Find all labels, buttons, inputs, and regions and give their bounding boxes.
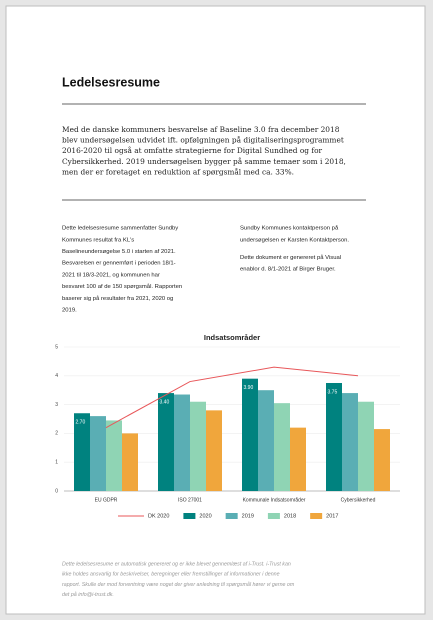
right-column-line: enablor d. 8/1-2021 af Birger Bruger. bbox=[240, 267, 336, 273]
doc-title: Ledelsesresume bbox=[62, 75, 160, 89]
legend-swatch bbox=[183, 513, 196, 519]
value-label: 2.70 bbox=[76, 420, 86, 426]
y-tick-label: 3 bbox=[55, 402, 58, 408]
left-column-line: besvaret 100 af de 150 spørgsmål. Rappor… bbox=[62, 283, 182, 290]
y-tick-label: 5 bbox=[55, 344, 58, 350]
bar bbox=[274, 403, 290, 491]
value-label: 3.40 bbox=[160, 399, 170, 405]
right-column-line: undersøgelsen er Karsten Kontaktperson. bbox=[240, 237, 349, 243]
y-tick-label: 2 bbox=[55, 431, 58, 437]
x-tick-label: Kommunale Indsatsområder bbox=[243, 496, 306, 503]
footer-line: ikke holdes ansvarlig for beskrivelser, … bbox=[62, 572, 280, 578]
bar bbox=[374, 429, 390, 491]
legend-label: DK 2020 bbox=[148, 513, 169, 519]
legend-label: 2019 bbox=[242, 513, 254, 519]
left-column-line: Kommunes resultat fra KL's bbox=[62, 237, 134, 243]
line-series bbox=[105, 366, 359, 429]
y-tick-label: 4 bbox=[55, 373, 58, 379]
y-tick-label: 1 bbox=[55, 460, 58, 466]
bar bbox=[290, 427, 306, 491]
bar bbox=[90, 416, 106, 491]
footer-line: det på info@i-trust.dk. bbox=[62, 591, 114, 598]
legend-swatch bbox=[310, 513, 323, 519]
right-column-line: Dette dokument er genereret på Visual bbox=[240, 254, 341, 261]
chart-title: Indsatsområder bbox=[204, 333, 260, 342]
legend-label: 2018 bbox=[284, 513, 296, 519]
footer-line: Dette ledelsesresume er automatisk gener… bbox=[62, 561, 291, 567]
legend-swatch bbox=[267, 513, 280, 519]
left-column-line: Dette ledelsesresume sammenfatter Sundby bbox=[62, 226, 178, 232]
bar bbox=[158, 393, 174, 491]
left-column-line: 2021 til 18/3-2021, og kommunen har bbox=[62, 272, 160, 278]
intro-line: men der er foretaget en reduktion af spø… bbox=[62, 167, 294, 176]
bar bbox=[74, 413, 90, 491]
left-column-line: baserer sig på resultater fra 2021, 2020… bbox=[62, 295, 173, 302]
left-column-line: Besvarelsen er gennemført i perioden 18/… bbox=[62, 261, 176, 267]
bar bbox=[106, 420, 122, 491]
left-column-line: 2019. bbox=[62, 307, 77, 313]
bar bbox=[358, 401, 374, 491]
intro-line: Cybersikkerhed. 2019 undersøgelsen bygge… bbox=[62, 157, 346, 166]
bar bbox=[342, 393, 358, 491]
bar bbox=[326, 383, 342, 491]
y-tick-label: 0 bbox=[55, 488, 58, 494]
legend-swatch bbox=[225, 513, 238, 519]
intro-line: Med de danske kommuners besvarelse af Ba… bbox=[62, 125, 340, 134]
value-label: 3.75 bbox=[328, 389, 338, 395]
x-tick-label: EU GDPR bbox=[95, 497, 118, 503]
intro-line: blev undersøgelsen udvidet ift. opfølgni… bbox=[62, 136, 344, 145]
value-label: 3.90 bbox=[244, 385, 254, 391]
bar bbox=[174, 394, 190, 491]
paper bbox=[5, 5, 426, 615]
legend-label: 2020 bbox=[199, 513, 211, 519]
right-column-line: Sundby Kommunes kontaktperson på bbox=[240, 225, 339, 232]
bar bbox=[190, 401, 206, 491]
x-tick-label: ISO 27001 bbox=[178, 497, 202, 503]
bar bbox=[242, 378, 258, 491]
left-column-line: Baselineundersøgelse 5.0 i starten af 20… bbox=[62, 249, 176, 255]
intro-line: 2016-2020 til også at omfatte strategier… bbox=[62, 146, 323, 155]
bar bbox=[206, 410, 222, 491]
x-tick-label: Cybersikkerhed bbox=[341, 497, 376, 503]
bar bbox=[258, 390, 274, 491]
legend-label: 2017 bbox=[326, 513, 338, 519]
bar bbox=[122, 433, 138, 491]
footer-line: rapport. Skulle der mod forventning være… bbox=[62, 581, 295, 588]
